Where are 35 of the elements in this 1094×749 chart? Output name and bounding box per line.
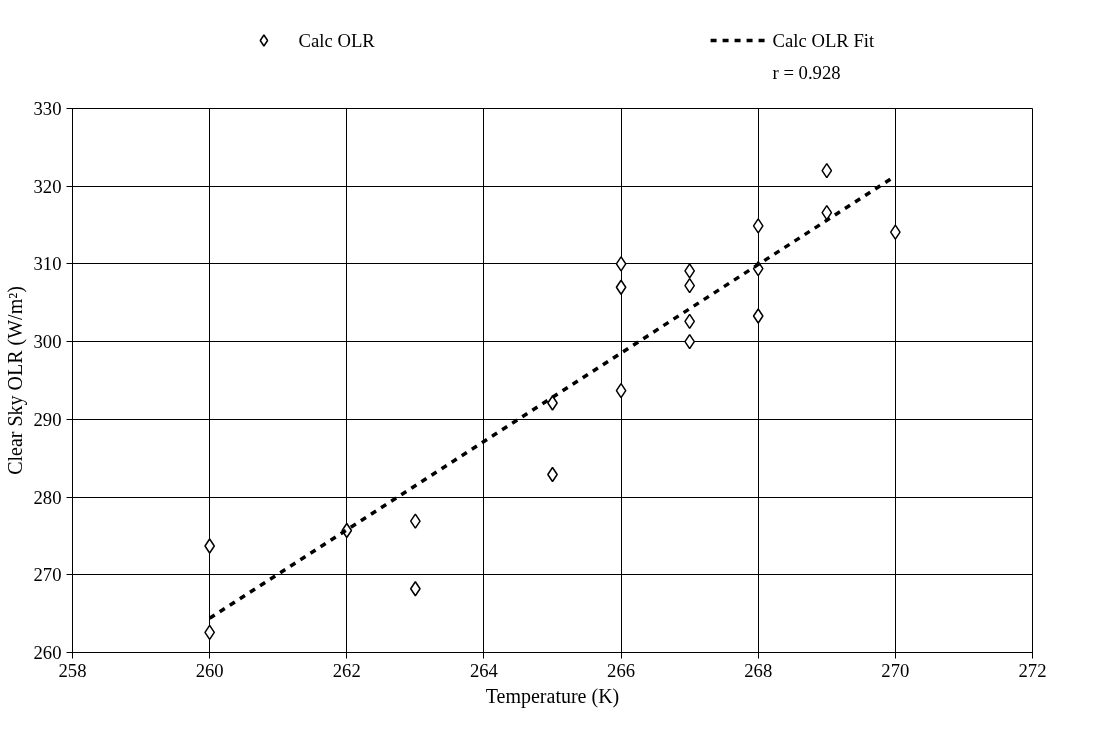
y-tick-label: 300 (33, 331, 62, 353)
point (409, 581, 421, 597)
y-tick-label: 280 (33, 486, 62, 508)
x-tick-label: 268 (744, 659, 773, 681)
y-tick-label: 320 (33, 175, 62, 197)
point (889, 224, 901, 240)
x-tick-label: 272 (1018, 659, 1047, 681)
point (821, 162, 833, 179)
point (752, 308, 764, 324)
y-tick-label: 330 (33, 98, 62, 119)
y-tick-label: 310 (33, 253, 62, 275)
point (684, 263, 696, 279)
x-tick-label: 262 (332, 659, 361, 681)
point (684, 313, 696, 330)
point (684, 277, 696, 294)
point (615, 382, 627, 399)
x-tick-label: 260 (195, 659, 224, 681)
point (752, 218, 764, 234)
point (821, 204, 833, 221)
x-tick-label: 270 (881, 659, 910, 681)
legend-label: Calc OLR (298, 30, 376, 51)
point (409, 513, 421, 529)
x-axis-title: Temperature (K) (485, 684, 620, 708)
legend-label: Calc OLR Fit (772, 30, 875, 51)
x-tick-label: 264 (469, 659, 499, 681)
x-tick-label: 266 (607, 659, 636, 681)
point (684, 333, 696, 350)
y-axis-title: Clear Sky OLR (W/m²) (3, 286, 27, 475)
point (615, 256, 627, 272)
y-tick-label: 270 (33, 564, 62, 586)
y-tick-label: 290 (33, 408, 62, 430)
point (204, 538, 216, 554)
point (615, 279, 627, 295)
text: r = 0.928 (772, 62, 841, 83)
point (204, 624, 216, 641)
